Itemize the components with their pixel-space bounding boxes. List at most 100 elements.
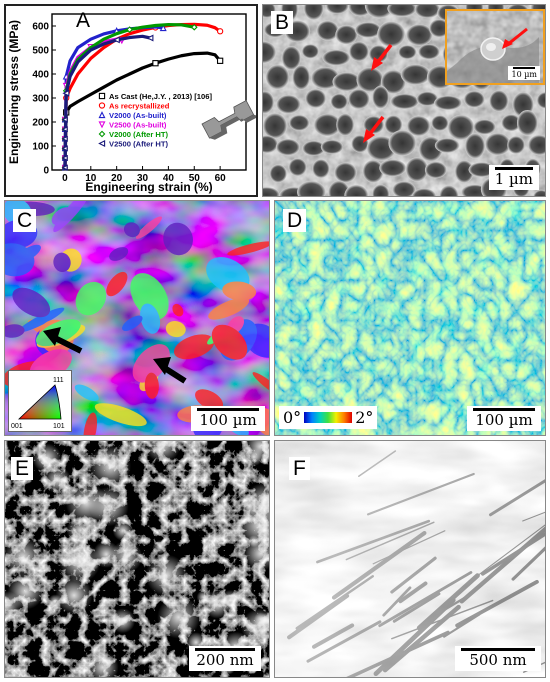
data-point-marker <box>216 28 224 35</box>
dimple <box>348 41 369 62</box>
dimple <box>544 123 545 127</box>
dimple <box>288 114 310 131</box>
dimple <box>276 94 301 114</box>
data-point-marker <box>190 23 198 31</box>
ipf-label-101: 101 <box>53 423 65 430</box>
grain <box>51 207 73 225</box>
panel-letter-e: E <box>11 457 34 480</box>
data-point-marker <box>98 121 106 129</box>
x-tick-label: 0 <box>62 173 68 184</box>
dimple <box>372 184 390 196</box>
dimple <box>372 85 390 109</box>
dimple <box>405 157 429 182</box>
dimple <box>527 134 545 156</box>
dimple <box>269 164 287 183</box>
dimple <box>379 159 407 177</box>
dislocation-cell <box>32 443 62 473</box>
dimple <box>516 109 538 136</box>
dimple <box>292 64 311 90</box>
dislocation-cell <box>5 537 43 578</box>
series-line <box>63 34 151 171</box>
grain <box>106 271 128 297</box>
dimple <box>411 188 437 196</box>
y-axis-label: Engineering stress (MPa) <box>7 20 21 164</box>
dislocation-cell <box>59 542 101 583</box>
grain <box>163 222 193 256</box>
y-tick-label: 300 <box>32 94 49 105</box>
dimple <box>398 45 417 60</box>
data-point-marker <box>98 102 106 109</box>
data-point-marker <box>98 130 106 138</box>
black-arrow-left <box>43 327 83 354</box>
black-arrow-right <box>153 357 187 384</box>
y-tick-label: 0 <box>43 166 49 177</box>
dimple <box>265 64 290 90</box>
panel-letter-f: F <box>289 457 310 480</box>
dimple <box>418 44 440 60</box>
panel-c: 111 001 101 C 100 µm <box>4 200 270 436</box>
stress-strain-chart: 0 10 20 30 40 50 600100200300400500600Engineer… <box>7 13 256 194</box>
legend-entry: V2000 (As-built) <box>98 111 167 120</box>
dimple <box>501 114 521 132</box>
x-tick-label: 50 <box>189 173 201 184</box>
legend-label: V2000 (As-built) <box>109 111 167 120</box>
tem-image-f <box>275 441 545 677</box>
grain <box>211 324 248 360</box>
y-tick-label: 600 <box>32 22 49 33</box>
data-point-marker <box>61 164 68 171</box>
dimple <box>288 158 307 177</box>
data-point-marker <box>112 36 120 44</box>
dislocation-cell <box>219 589 241 612</box>
y-tick-label: 200 <box>32 118 49 129</box>
dimple <box>330 93 348 110</box>
dislocation-cell <box>65 482 107 524</box>
dimple <box>328 180 350 196</box>
panel-e: E 200 nm <box>4 440 270 678</box>
legend-label: V2000 (After HT) <box>109 130 169 139</box>
panel-letter-b: B <box>271 11 294 34</box>
grain <box>5 324 25 338</box>
dimple <box>454 160 474 183</box>
panel-f: F 500 nm <box>274 440 546 678</box>
dimple <box>310 66 340 90</box>
grain <box>75 281 107 316</box>
dimple <box>390 93 419 110</box>
x-tick-label: 60 <box>215 173 227 184</box>
dimple <box>377 21 406 47</box>
dimple <box>533 189 545 196</box>
kam-map <box>275 201 545 435</box>
data-point-marker <box>62 89 70 97</box>
dimple <box>335 25 358 45</box>
grain <box>5 243 35 277</box>
dimple <box>387 5 417 17</box>
dimple <box>275 138 300 156</box>
dimple <box>414 5 441 19</box>
dimple <box>439 185 459 196</box>
dimple <box>332 72 361 92</box>
x-tick-label: 30 <box>137 173 149 184</box>
dimple <box>463 90 485 108</box>
ipf-color-key: 111 001 101 <box>8 370 72 432</box>
dimple <box>356 67 384 93</box>
legend-entry: As Cast (He,J.Y. , 2013) [106] <box>98 92 212 101</box>
dislocation-cell <box>209 503 227 521</box>
legend-entry: V2500 (After HT) <box>98 140 169 149</box>
dimple <box>468 162 496 178</box>
dimple <box>263 187 280 196</box>
dimple <box>336 113 355 136</box>
dimple <box>263 135 279 154</box>
dimple <box>313 113 341 137</box>
data-point-marker <box>126 26 133 33</box>
grain <box>83 412 98 435</box>
dimple <box>406 24 433 46</box>
x-tick-label: 20 <box>111 173 123 184</box>
y-tick-label: 100 <box>32 142 49 153</box>
grain <box>144 372 159 399</box>
dislocation-cell <box>244 447 263 466</box>
dimple <box>263 90 275 114</box>
dislocation-cell <box>237 504 269 547</box>
dislocation-cell <box>86 651 119 677</box>
ipf-label-001: 001 <box>11 423 23 430</box>
legend-label: V2500 (After HT) <box>109 140 169 149</box>
dimple <box>312 159 330 179</box>
